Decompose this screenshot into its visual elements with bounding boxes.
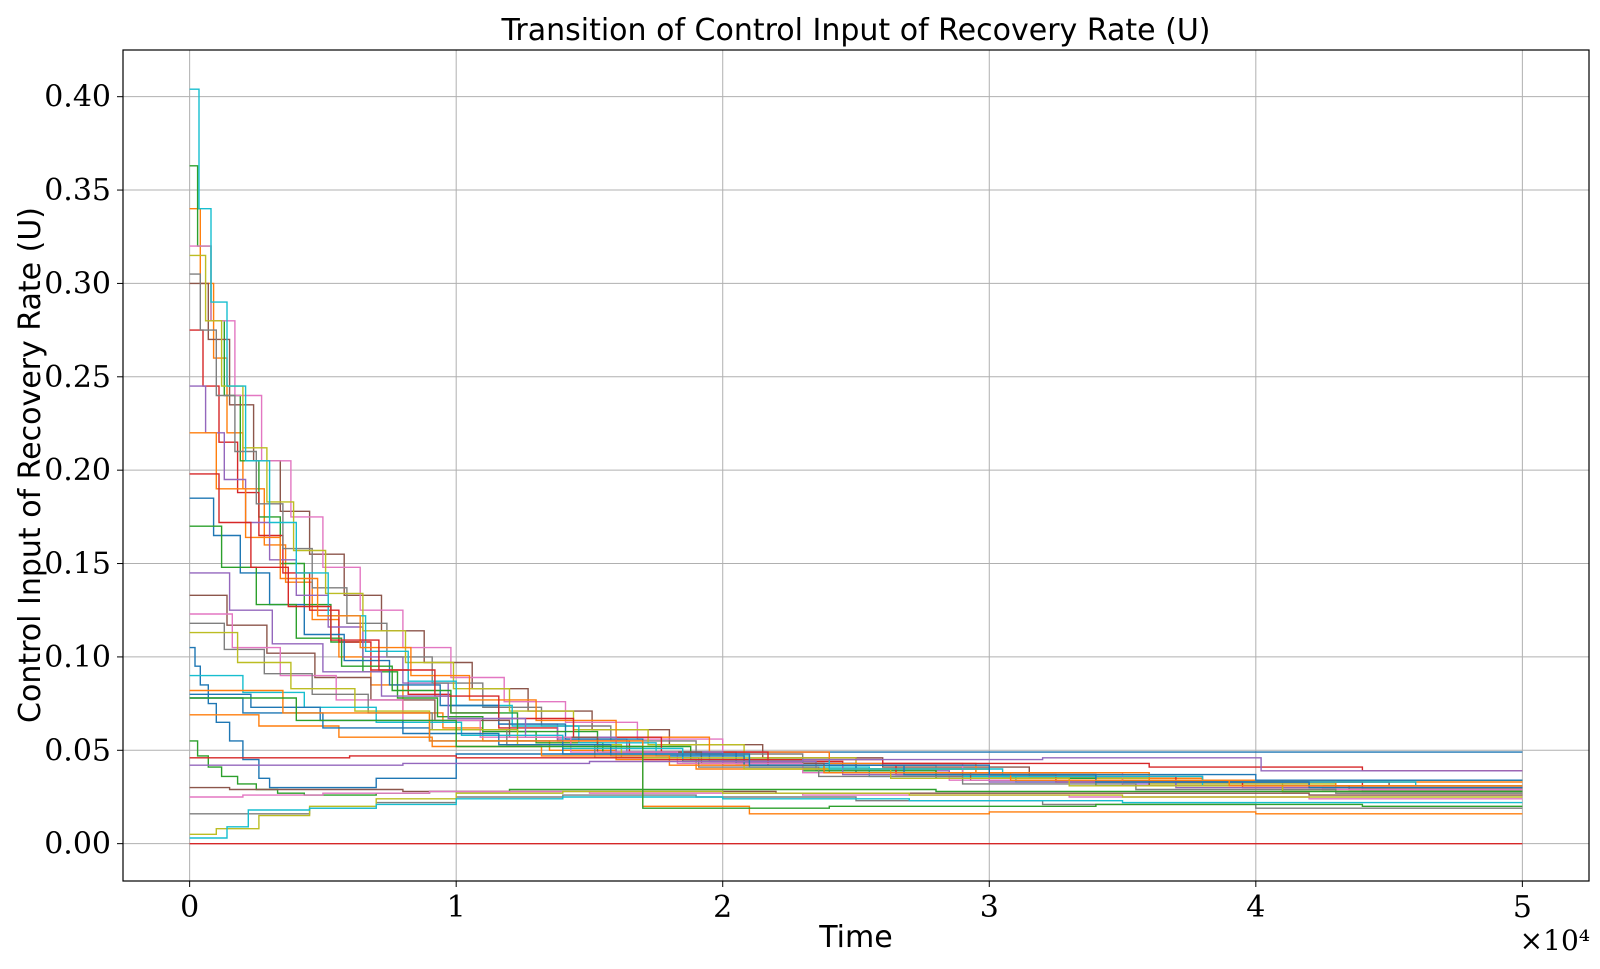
x-axis-label: Time [818, 920, 892, 955]
x-tick-label: 0 [180, 890, 199, 925]
y-tick-label: 0.05 [44, 733, 111, 768]
y-tick-label: 0.10 [44, 640, 111, 675]
series-line-11 [189, 497, 1523, 791]
x-tick-label: 3 [980, 890, 999, 925]
series-line-23 [189, 740, 1523, 796]
y-tick-label: 0.15 [44, 547, 111, 582]
series-line-25 [189, 757, 1523, 772]
series-lines [189, 88, 1523, 845]
plot-frame [122, 49, 1590, 882]
chart-title: Transition of Control Input of Recovery … [500, 13, 1210, 48]
y-tick-label: 0.25 [44, 360, 111, 395]
series-line-21 [189, 693, 1523, 789]
y-tick-label: 0.30 [44, 266, 111, 301]
y-tick-labels: 0.00 0.05 0.10 0.15 0.20 0.25 0.30 0.35 0.40 [44, 80, 123, 862]
series-line-30 [189, 796, 1523, 839]
series-line-4 [189, 329, 1523, 787]
series-line-12 [189, 432, 1523, 787]
x-tick-label: 2 [713, 890, 732, 925]
series-line-33 [189, 697, 1523, 809]
y-axis-label: Control Input of Recovery Rate (U) [13, 207, 48, 723]
grid [123, 50, 1589, 881]
y-tick-label: 0.40 [44, 80, 111, 115]
series-line-22 [189, 714, 1523, 787]
series-line-9 [189, 254, 1523, 789]
x-axis-multiplier: ×10⁴ [1520, 924, 1590, 957]
x-tick-labels: 0 1 2 3 4 5 [180, 881, 1532, 925]
x-tick-label: 4 [1246, 890, 1265, 925]
x-tick-label: 5 [1513, 890, 1532, 925]
series-line-8 [189, 273, 1523, 787]
y-tick-label: 0.20 [44, 453, 111, 488]
series-line-29 [189, 790, 1523, 835]
series-line-1 [189, 646, 1523, 789]
series-line-7 [189, 245, 1523, 787]
x-tick-label: 1 [447, 890, 466, 925]
y-tick-label: 0.35 [44, 173, 111, 208]
series-line-20 [189, 674, 1523, 787]
series-line-3 [189, 165, 1523, 781]
series-line-32 [189, 689, 1523, 815]
y-tick-label: 0.00 [44, 827, 111, 862]
